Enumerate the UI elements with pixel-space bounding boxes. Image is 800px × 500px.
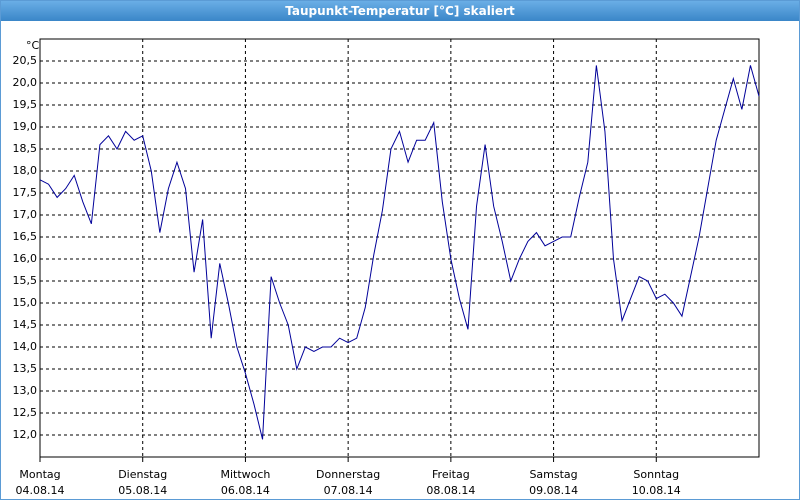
x-tick-label: 07.08.14	[324, 484, 373, 497]
y-tick-label: 13,0	[13, 384, 38, 397]
y-tick-label: 20,0	[13, 76, 38, 89]
y-tick-label: 15,0	[13, 296, 38, 309]
y-tick-label: 18,5	[13, 142, 38, 155]
x-tick-label: Samstag	[529, 468, 577, 481]
y-tick-label: 12,5	[13, 406, 38, 419]
x-tick-label: Sonntag	[633, 468, 679, 481]
plot-area	[39, 38, 760, 458]
data-line	[39, 65, 760, 440]
x-tick-label: Dienstag	[118, 468, 167, 481]
x-tick-label: 09.08.14	[529, 484, 578, 497]
y-tick-label: 14,0	[13, 340, 38, 353]
x-tick-label: Freitag	[432, 468, 470, 481]
y-tick-label: 13,5	[13, 362, 38, 375]
x-tick-label: 05.08.14	[118, 484, 167, 497]
x-tick-label: Mittwoch	[220, 468, 270, 481]
y-tick-label: 12,0	[13, 428, 38, 441]
y-tick-label: 16,0	[13, 252, 38, 265]
x-tick-label: 08.08.14	[426, 484, 475, 497]
x-tick-label: 10.08.14	[632, 484, 681, 497]
x-tick-label: 06.08.14	[221, 484, 270, 497]
y-tick-label: 14,5	[13, 318, 38, 331]
y-tick-label: 20,5	[13, 54, 38, 67]
title-bar: Taupunkt-Temperatur [°C] skaliert	[1, 1, 799, 21]
y-tick-label: 19,0	[13, 120, 38, 133]
y-unit: °C	[26, 39, 40, 52]
y-tick-label: 17,0	[13, 208, 38, 221]
y-tick-label: 15,5	[13, 274, 38, 287]
y-tick-label: 18,0	[13, 164, 38, 177]
y-tick-label: 19,5	[13, 98, 38, 111]
x-tick-label: 04.08.14	[16, 484, 65, 497]
y-tick-label: 17,5	[13, 186, 38, 199]
y-tick-label: 16,5	[13, 230, 38, 243]
x-tick-label: Montag	[19, 468, 60, 481]
x-tick-label: Donnerstag	[316, 468, 380, 481]
